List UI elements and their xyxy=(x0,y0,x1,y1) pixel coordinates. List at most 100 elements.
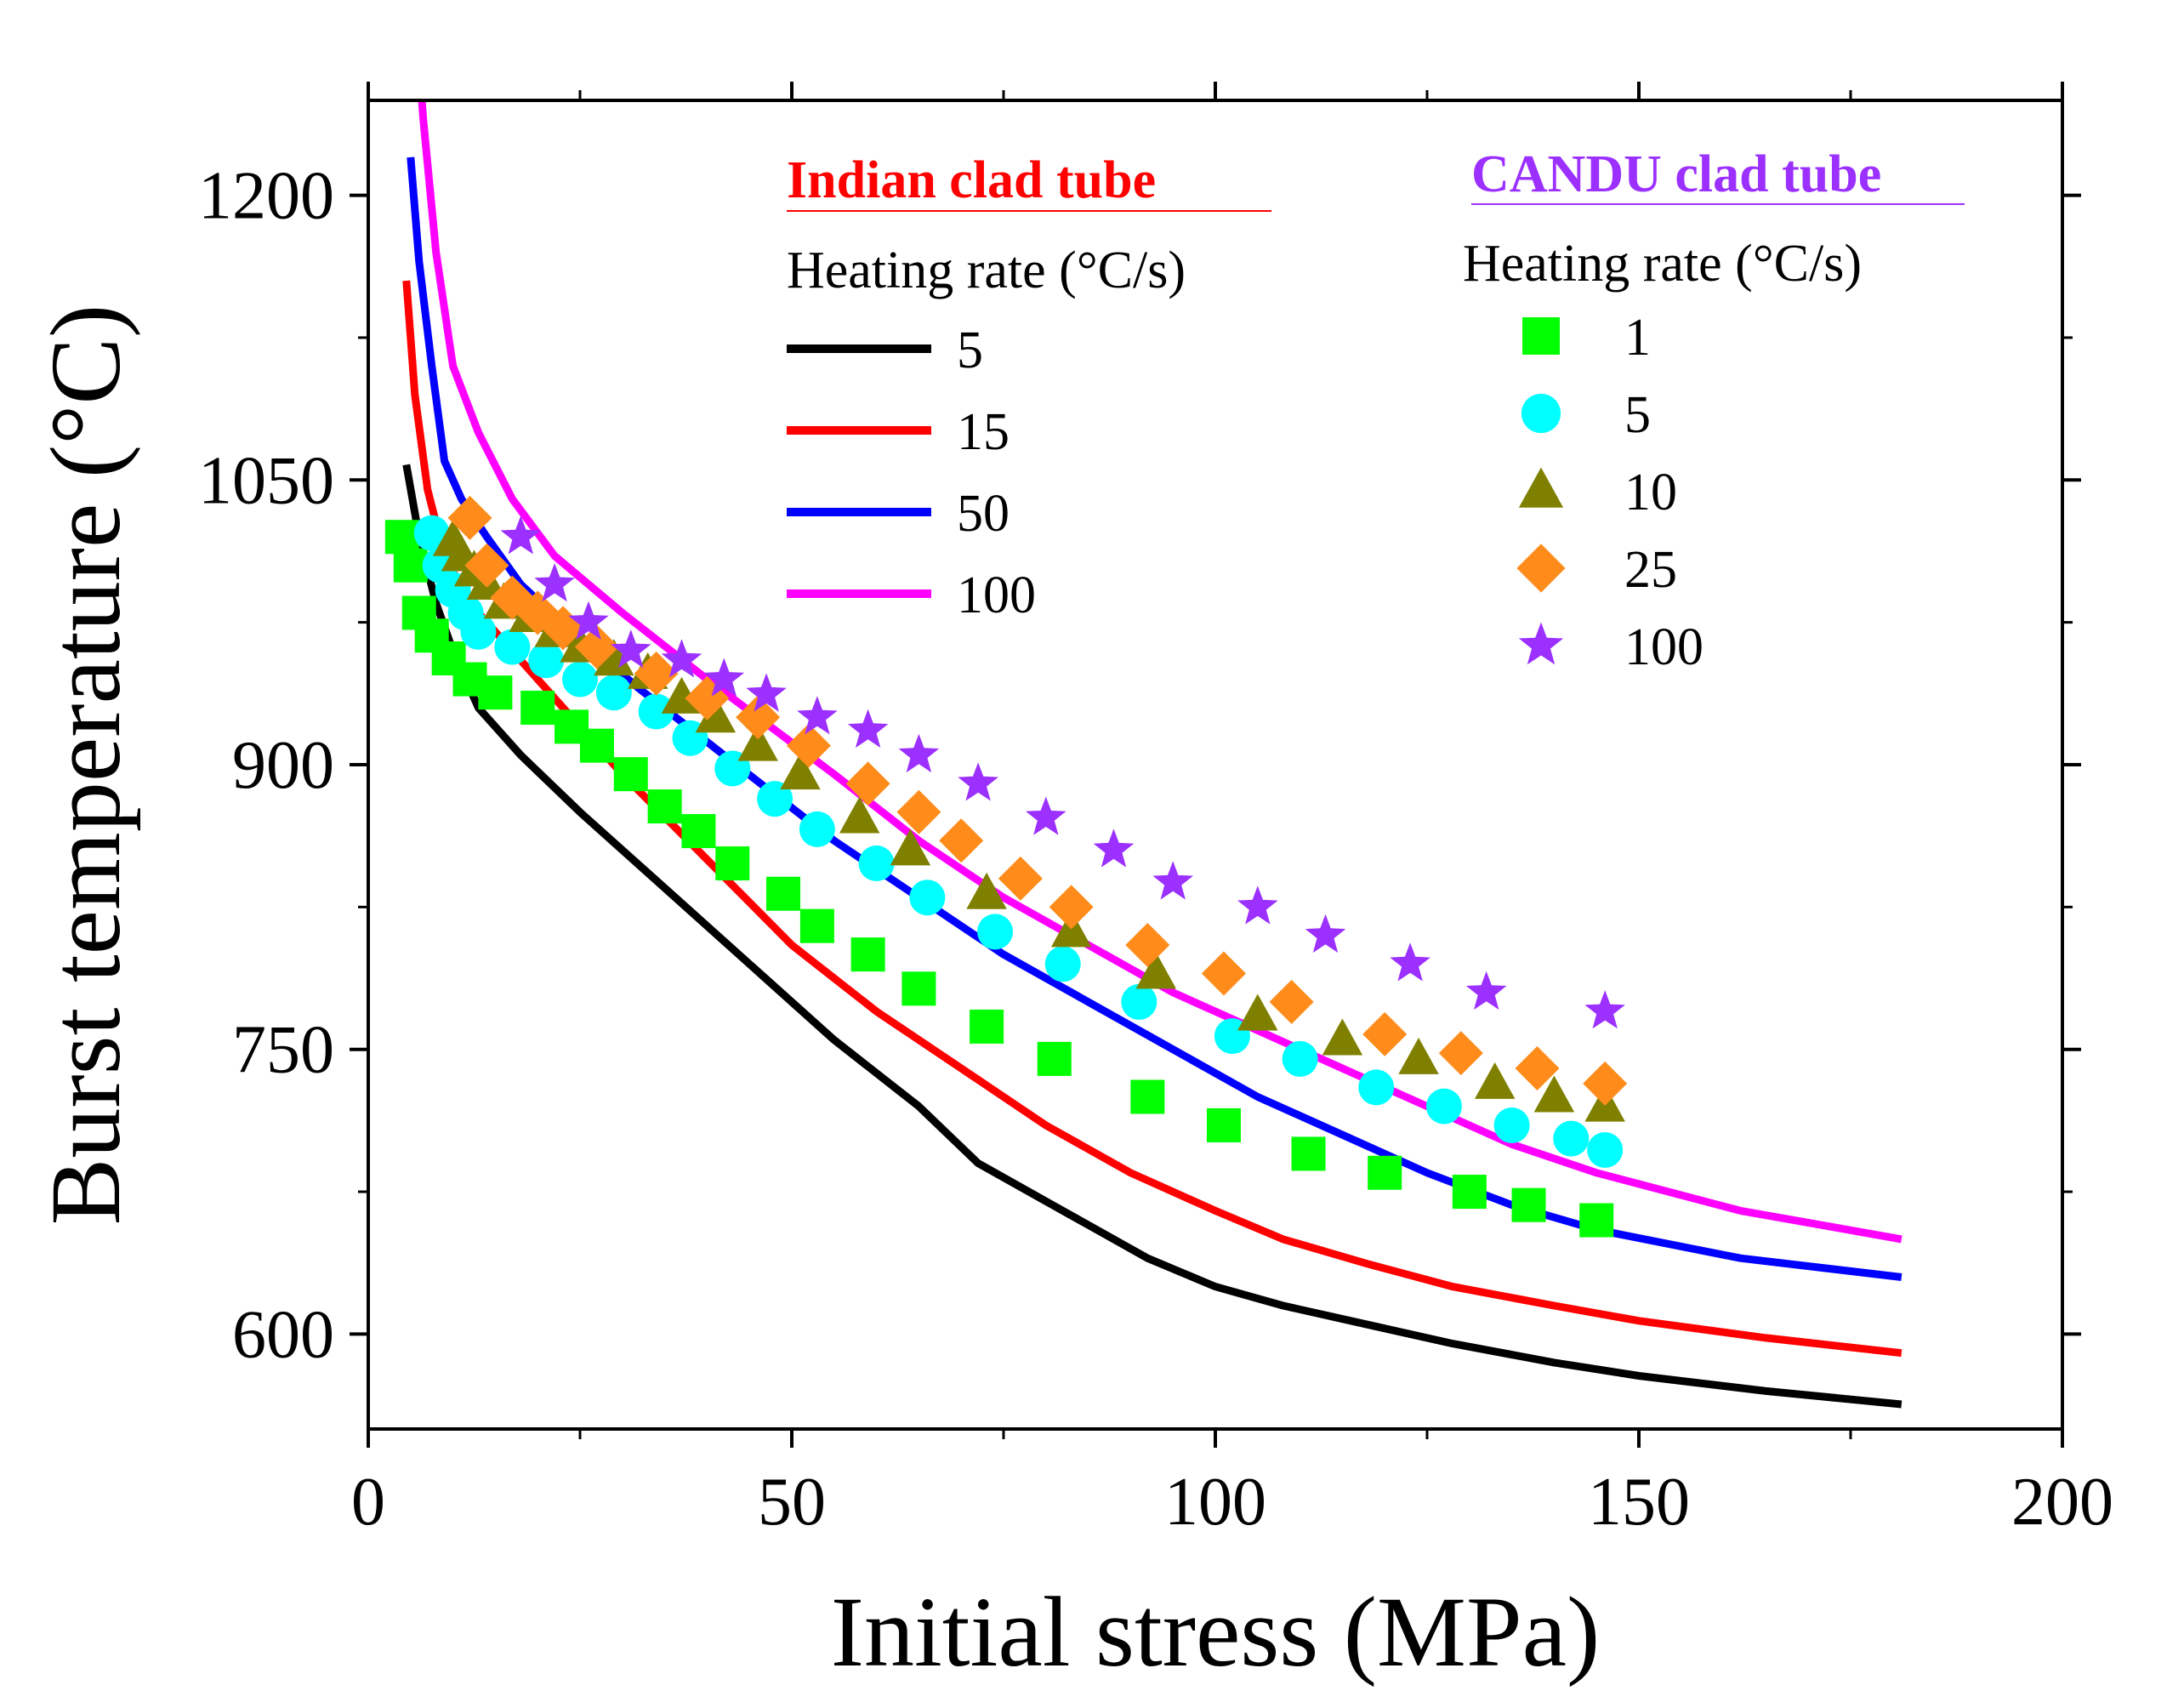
legend-marker-label-1: 1 xyxy=(1624,309,1651,367)
point-square-1 xyxy=(647,789,682,824)
point-diamond-25 xyxy=(1583,1061,1628,1106)
point-circle-5 xyxy=(977,914,1014,950)
point-diamond-25 xyxy=(464,543,509,588)
line-series-100 xyxy=(418,100,1903,1244)
point-star-100 xyxy=(1584,990,1625,1029)
point-circle-5 xyxy=(562,661,598,697)
point-circle-5 xyxy=(757,781,793,817)
point-triangle-10 xyxy=(1135,952,1177,989)
point-triangle-10 xyxy=(780,753,821,790)
y-tick-label-1050: 1050 xyxy=(198,443,334,518)
line-series-layer xyxy=(402,100,1903,1409)
point-circle-5 xyxy=(1282,1040,1318,1077)
point-square-1 xyxy=(1452,1175,1487,1210)
point-star-100 xyxy=(1093,828,1135,868)
legend-indian-items: 5 15 50 100 xyxy=(787,322,1036,624)
point-square-1 xyxy=(1579,1203,1614,1238)
point-square-1 xyxy=(901,971,936,1006)
point-square-1 xyxy=(799,908,834,943)
legend-marker-star-100 xyxy=(1518,622,1564,665)
point-square-1 xyxy=(613,757,648,792)
legend-marker-label-100: 100 xyxy=(1624,618,1703,676)
point-circle-5 xyxy=(1425,1088,1462,1124)
point-square-1 xyxy=(1511,1187,1546,1222)
point-square-1 xyxy=(1291,1136,1326,1171)
point-triangle-10 xyxy=(839,796,880,834)
x-tick-label-150: 150 xyxy=(1588,1465,1690,1540)
point-circle-5 xyxy=(1493,1107,1530,1143)
point-circle-5 xyxy=(638,693,674,730)
point-square-1 xyxy=(850,937,885,972)
point-diamond-25 xyxy=(1362,1011,1408,1056)
legend-line-label-50: 50 xyxy=(957,485,1010,543)
point-triangle-10 xyxy=(737,724,778,761)
point-square-1 xyxy=(766,876,801,911)
point-star-100 xyxy=(898,733,940,773)
legend-candu-title: CANDU clad tube xyxy=(1471,145,1881,203)
point-star-100 xyxy=(1026,796,1066,835)
legend-candu-clad-tube: CANDU clad tube Heating rate (°C/s) 1 5 10… xyxy=(1463,145,1965,676)
legend-line-label-100: 100 xyxy=(957,566,1036,624)
point-circle-5 xyxy=(858,845,895,882)
point-square-1 xyxy=(478,675,513,710)
point-square-1 xyxy=(715,846,750,881)
y-tick-label-750: 750 xyxy=(232,1013,334,1088)
point-star-100 xyxy=(1465,971,1507,1010)
legend-marker-label-25: 25 xyxy=(1624,541,1677,599)
point-square-1 xyxy=(1037,1041,1072,1076)
point-circle-5 xyxy=(1587,1131,1624,1168)
point-diamond-25 xyxy=(998,856,1043,901)
legend-candu-subtitle: Heating rate (°C/s) xyxy=(1463,235,1862,293)
point-square-1 xyxy=(520,691,555,726)
legend-indian-clad-tube: Indian clad tube Heating rate (°C/s) 5 15… xyxy=(787,151,1271,624)
point-square-1 xyxy=(579,728,614,763)
legend-line-label-15: 15 xyxy=(957,403,1010,461)
x-tick-label-50: 50 xyxy=(758,1465,826,1540)
point-star-100 xyxy=(847,709,889,749)
point-star-100 xyxy=(534,563,575,602)
point-triangle-10 xyxy=(1533,1075,1575,1113)
point-star-100 xyxy=(1305,914,1346,954)
point-diamond-25 xyxy=(447,495,492,540)
point-diamond-25 xyxy=(939,818,984,863)
point-diamond-25 xyxy=(845,761,890,806)
point-star-100 xyxy=(703,658,745,697)
scatter-series-layer xyxy=(384,495,1628,1238)
legend-marker-diamond-25 xyxy=(1516,544,1566,593)
point-circle-5 xyxy=(528,642,565,679)
point-star-100 xyxy=(1390,942,1430,982)
axis-ticks xyxy=(350,82,2081,1448)
point-square-1 xyxy=(1130,1079,1165,1114)
point-triangle-10 xyxy=(1322,1018,1363,1056)
point-triangle-10 xyxy=(890,828,931,866)
x-tick-label-100: 100 xyxy=(1164,1465,1266,1540)
point-square-1 xyxy=(681,814,716,849)
point-star-100 xyxy=(1237,885,1278,925)
point-circle-5 xyxy=(595,675,632,711)
point-circle-5 xyxy=(1358,1069,1395,1106)
point-triangle-10 xyxy=(1398,1037,1439,1074)
point-star-100 xyxy=(568,601,609,640)
y-tick-label-600: 600 xyxy=(232,1297,334,1372)
legend-candu-items: 1 5 10 25 100 xyxy=(1516,309,1703,676)
point-square-1 xyxy=(1206,1107,1241,1142)
point-triangle-10 xyxy=(966,872,1007,909)
point-diamond-25 xyxy=(1515,1046,1560,1091)
point-diamond-25 xyxy=(896,789,941,834)
x-tick-label-200: 200 xyxy=(2011,1465,2113,1540)
point-star-100 xyxy=(611,629,651,669)
legend-marker-circle-5 xyxy=(1521,393,1561,434)
point-star-100 xyxy=(500,515,542,555)
x-tick-label-0: 0 xyxy=(351,1465,385,1540)
point-diamond-25 xyxy=(786,723,831,768)
legend-marker-label-5: 5 xyxy=(1624,386,1651,444)
y-tick-label-1200: 1200 xyxy=(198,159,334,234)
point-triangle-10 xyxy=(695,696,737,733)
legend-indian-subtitle: Heating rate (°C/s) xyxy=(787,242,1186,299)
point-circle-5 xyxy=(799,811,835,847)
point-diamond-25 xyxy=(1201,951,1246,996)
point-star-100 xyxy=(746,673,787,712)
point-circle-5 xyxy=(1553,1120,1590,1157)
